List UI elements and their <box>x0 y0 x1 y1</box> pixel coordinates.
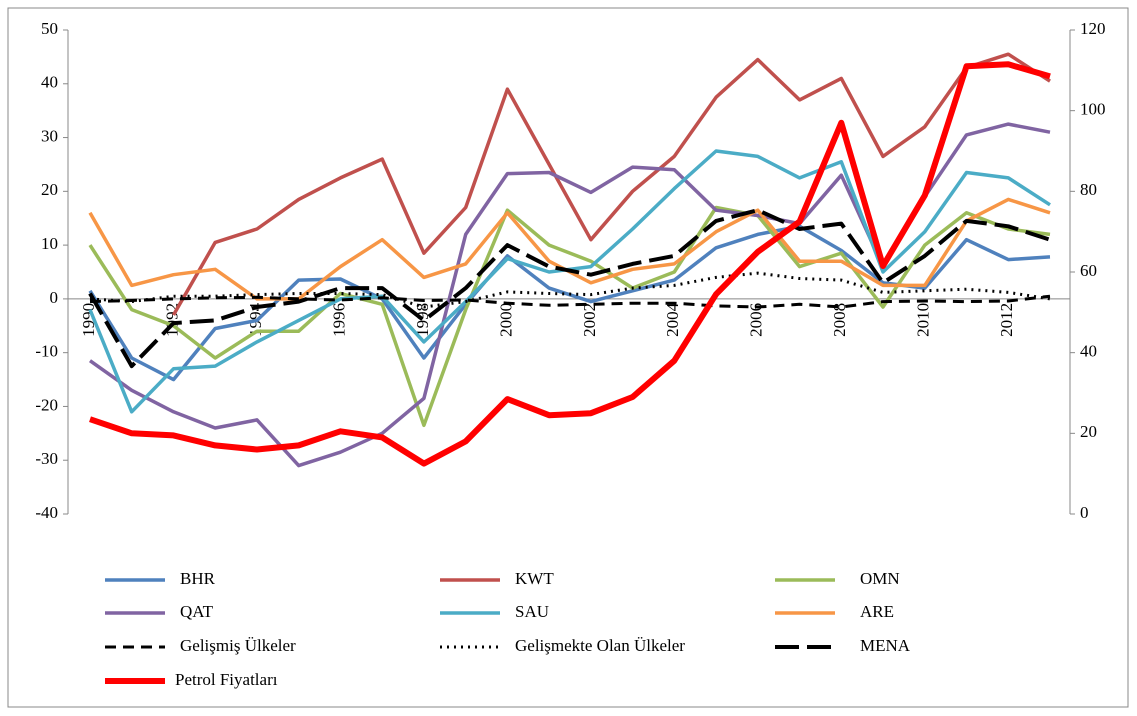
legend-label: Gelişmekte Olan Ülkeler <box>515 636 685 655</box>
x-tick-label: 2010 <box>914 303 933 337</box>
x-tick-label: 1996 <box>329 303 348 337</box>
legend-label: ARE <box>860 602 894 621</box>
legend-label: BHR <box>180 569 216 588</box>
series-line <box>171 52 1051 316</box>
y2-tick-label: 80 <box>1080 180 1097 199</box>
x-tick-label: 2002 <box>580 303 599 337</box>
y-tick-label: -20 <box>35 395 58 414</box>
chart-border <box>7 7 1129 708</box>
y2-tick-label: 40 <box>1080 342 1097 361</box>
x-tick-label: 2008 <box>830 303 849 337</box>
x-tick-label: 2012 <box>997 303 1016 337</box>
legend-label: SAU <box>515 602 549 621</box>
legend-label: Gelişmiş Ülkeler <box>180 636 296 655</box>
legend-label: Petrol Fiyatları <box>175 670 278 689</box>
x-tick-label: 1998 <box>413 303 432 337</box>
x-tick-label: 2004 <box>663 302 682 337</box>
legend-label: MENA <box>860 636 911 655</box>
y-tick-label: -10 <box>35 342 58 361</box>
y2-tick-label: 100 <box>1080 100 1106 119</box>
y2-tick-label: 120 <box>1080 19 1106 38</box>
x-tick-label: 2000 <box>496 303 515 337</box>
y-tick-label: 0 <box>50 288 59 307</box>
series-line <box>89 61 1051 467</box>
y-tick-label: 20 <box>41 180 58 199</box>
y-tick-label: -30 <box>35 449 58 468</box>
y-tick-label: 50 <box>41 19 58 38</box>
series-line <box>89 271 1051 309</box>
y2-tick-label: 0 <box>1080 503 1089 522</box>
legend-label: OMN <box>860 569 900 588</box>
y2-tick-label: 60 <box>1080 261 1097 280</box>
series-line <box>89 294 1051 309</box>
y-tick-label: -40 <box>35 503 58 522</box>
legend-label: QAT <box>180 602 214 621</box>
y-tick-label: 40 <box>41 73 58 92</box>
legend-label: KWT <box>515 569 554 588</box>
series-line <box>88 205 1051 428</box>
y-tick-label: 30 <box>41 126 58 145</box>
x-tick-label: 2006 <box>747 303 766 337</box>
y-tick-label: 10 <box>41 234 58 253</box>
series-line <box>88 208 1051 369</box>
y2-tick-label: 20 <box>1080 422 1097 441</box>
x-tick-label: 1990 <box>79 303 98 337</box>
